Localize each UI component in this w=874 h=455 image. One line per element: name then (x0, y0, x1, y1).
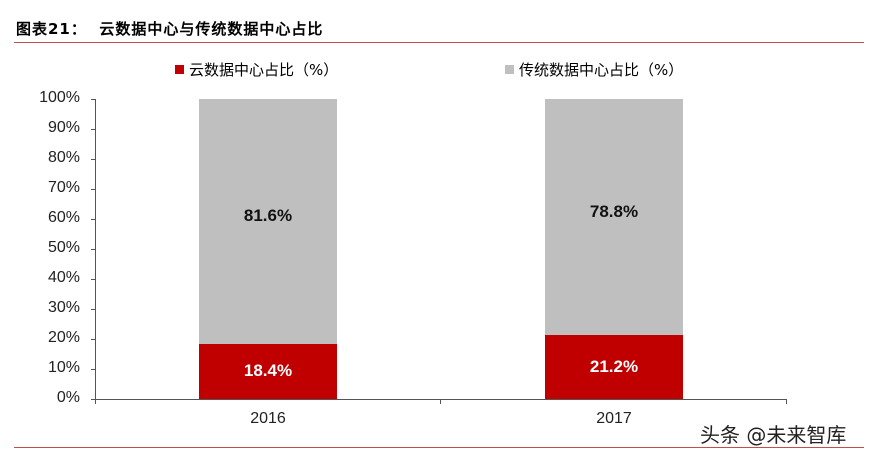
y-tick-label: 0% (56, 389, 80, 406)
y-tick-label: 80% (47, 149, 80, 166)
y-tick-mark (91, 219, 96, 220)
y-tick-mark (91, 249, 96, 250)
y-tick-label: 40% (47, 269, 80, 286)
y-tick-label: 90% (47, 119, 80, 136)
bottom-divider (14, 447, 864, 448)
x-axis (95, 399, 787, 400)
y-tick-mark (91, 129, 96, 130)
bar-value-label: 78.8% (589, 202, 639, 222)
watermark: 头条 @未来智库 (700, 423, 847, 447)
y-tick-label: 50% (47, 239, 80, 256)
legend-item-cloud: 云数据中心占比（%） (175, 59, 338, 80)
y-tick-label: 100% (39, 89, 80, 106)
bar-cloud-2016: 18.4% (199, 343, 337, 399)
bar-cloud-2017: 21.2% (545, 335, 683, 399)
y-tick-mark (91, 279, 96, 280)
bar-value-label: 21.2% (589, 357, 639, 377)
y-tick-mark (91, 339, 96, 340)
y-axis (95, 99, 96, 400)
y-tick-mark (91, 189, 96, 190)
y-tick-mark (91, 369, 96, 370)
bar-value-label: 18.4% (243, 361, 293, 381)
x-tick-mark (95, 399, 96, 404)
y-tick-mark (91, 399, 96, 400)
y-tick-label: 10% (47, 359, 80, 376)
y-tick-label: 30% (47, 299, 80, 316)
y-tick-label: 20% (47, 329, 80, 346)
legend-swatch-cloud-icon (175, 65, 184, 74)
x-tick-label: 2017 (596, 410, 632, 427)
y-tick-label: 60% (47, 209, 80, 226)
y-tick-mark (91, 159, 96, 160)
y-tick-label: 70% (47, 179, 80, 196)
y-tick-mark (91, 309, 96, 310)
legend-label-traditional: 传统数据中心占比（%） (519, 61, 684, 79)
legend-swatch-traditional-icon (505, 65, 514, 74)
x-tick-mark (786, 399, 787, 404)
chart-title: 图表21： 云数据中心与传统数据中心占比 (16, 20, 324, 38)
x-tick-mark (440, 399, 441, 404)
bar-value-label: 81.6% (243, 206, 293, 226)
legend-item-traditional: 传统数据中心占比（%） (505, 59, 683, 80)
bar-traditional-2017: 78.8% (545, 99, 683, 336)
title-divider (14, 42, 864, 43)
x-tick-label: 2016 (250, 410, 286, 427)
legend-label-cloud: 云数据中心占比（%） (189, 61, 339, 79)
bar-traditional-2016: 81.6% (199, 99, 337, 344)
y-tick-mark (91, 99, 96, 100)
